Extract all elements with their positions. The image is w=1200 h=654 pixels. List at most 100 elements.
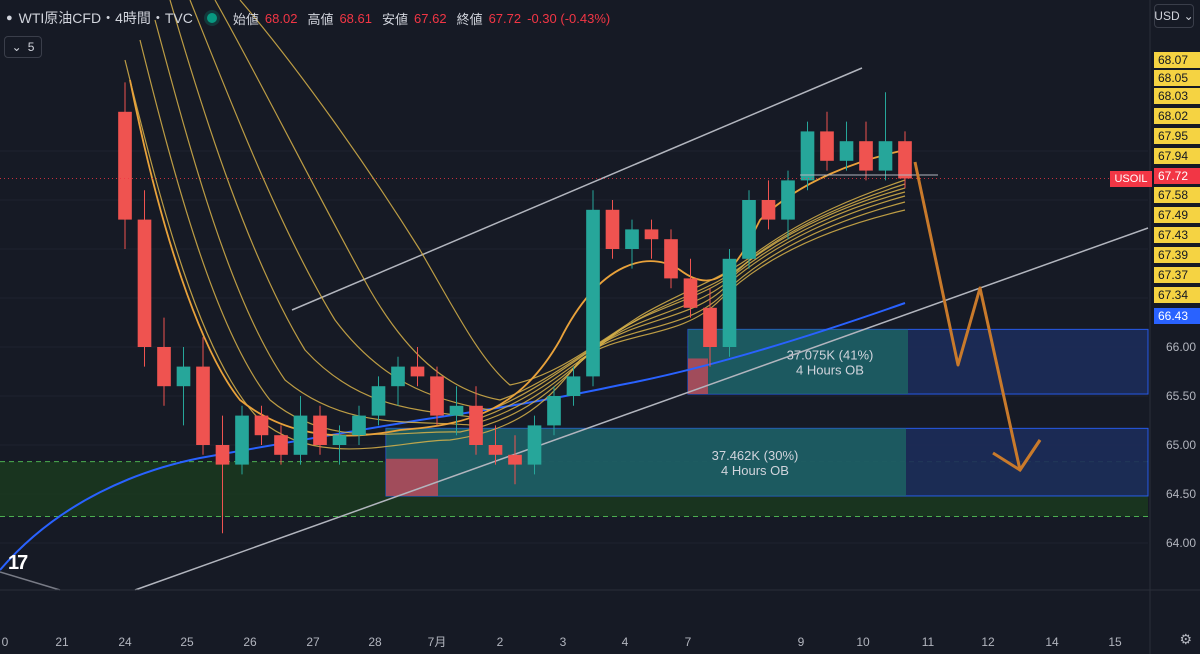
price-tick: 64.50	[1165, 487, 1196, 501]
price-label: 67.34	[1154, 287, 1200, 303]
candle-body	[839, 141, 854, 161]
time-tick: 7	[685, 635, 692, 649]
candle-body	[625, 229, 639, 249]
candle-body	[157, 347, 171, 387]
candle-body	[332, 435, 347, 445]
candle-body	[410, 366, 425, 377]
open-value: 68.02	[264, 10, 298, 26]
order-block-bear-part	[386, 458, 438, 496]
candle-body	[449, 405, 464, 416]
order-block-sublabel: 4 Hours OB	[721, 463, 789, 478]
candle-body	[430, 376, 444, 416]
gear-icon[interactable]: ⚙	[1179, 631, 1192, 647]
time-tick: 3	[560, 635, 567, 649]
time-tick: 2	[497, 635, 504, 649]
low-label: 安値	[382, 11, 409, 27]
time-tick: 21	[55, 635, 69, 649]
change-value: -0.30 (-0.43%)	[527, 10, 611, 26]
time-tick: 27	[306, 635, 320, 649]
candle-body	[859, 141, 873, 171]
order-block-bear-part	[688, 358, 708, 395]
time-tick: 10	[856, 635, 870, 649]
price-label: 67.37	[1154, 267, 1200, 283]
order-block-label: 37.075K (41%)	[787, 348, 874, 363]
price-label: 67.39	[1154, 247, 1200, 263]
low-value: 67.62	[414, 10, 447, 26]
indicator-count: 5	[27, 40, 35, 54]
high-label: 高値	[307, 11, 334, 27]
close-label: 終値	[456, 11, 483, 27]
price-tick: 66.00	[1165, 340, 1196, 354]
candle-body	[605, 209, 620, 249]
price-label: 66.43	[1154, 308, 1200, 324]
price-label: 68.03	[1154, 88, 1200, 104]
currency-select[interactable]: USD ⌄	[1154, 4, 1194, 28]
time-tick: 0	[2, 635, 9, 649]
candle-body	[215, 445, 230, 465]
ema-ribbon-line	[154, 19, 906, 426]
price-label: 68.07	[1154, 52, 1200, 68]
candle-body	[527, 425, 542, 465]
price-label: 67.94	[1154, 148, 1200, 164]
candle-body	[488, 445, 503, 455]
ema-ribbon-line	[239, 0, 906, 386]
candle-body	[469, 405, 483, 445]
candle-body	[586, 209, 600, 377]
channel-upper-line[interactable]	[291, 67, 863, 311]
usoil-tag: USOIL	[1110, 171, 1152, 187]
candle-body	[313, 415, 327, 445]
ema-ribbon-line	[139, 39, 906, 435]
projection-arrowhead	[992, 439, 1042, 473]
candle-body	[664, 239, 678, 279]
candle-body	[274, 435, 288, 455]
price-label: 68.02	[1154, 108, 1200, 124]
chevron-down-icon: ⌄	[11, 40, 22, 54]
candle-body	[703, 307, 717, 347]
time-tick: 12	[981, 635, 995, 649]
chart-header: ● WTI原油CFD・4時間・TVC 始値 68.02 高値 68.61 安値 67.…	[6, 8, 610, 28]
projection-path[interactable]	[913, 161, 1042, 472]
open-label: 始値	[232, 11, 259, 27]
chevron-down-icon: ⌄	[1183, 9, 1194, 23]
time-tick: 14	[1045, 635, 1059, 649]
currency-label: USD	[1154, 9, 1180, 23]
oil-drop-icon: ●	[6, 12, 13, 24]
candle-body	[254, 415, 269, 436]
candle-body	[547, 396, 561, 426]
time-tick: 28	[368, 635, 382, 649]
candle-body	[781, 180, 795, 220]
candle-body	[878, 141, 893, 171]
channel-lower-line[interactable]	[134, 227, 1149, 591]
candle-body	[820, 131, 834, 161]
time-tick: 25	[180, 635, 194, 649]
candle-body	[898, 141, 912, 179]
sma-line	[0, 302, 906, 571]
candle-body	[137, 219, 152, 347]
candle-body	[761, 200, 776, 220]
time-tick: 9	[798, 635, 805, 649]
price-label: 67.49	[1154, 207, 1200, 223]
price-tick: 65.00	[1165, 438, 1196, 452]
candle-body	[508, 454, 522, 465]
candle-body	[722, 258, 737, 347]
price-label: 67.72	[1154, 168, 1200, 184]
symbol-title[interactable]: WTI原油CFD・4時間・TVC	[18, 10, 193, 26]
time-tick: 26	[243, 635, 257, 649]
order-block-sublabel: 4 Hours OB	[796, 363, 864, 378]
candle-body	[371, 386, 386, 416]
price-tick: 65.50	[1165, 389, 1196, 403]
time-tick: 15	[1108, 635, 1122, 649]
time-tick: 7月	[428, 635, 447, 649]
tradingview-logo-icon[interactable]: 17	[8, 552, 28, 574]
close-value: 67.72	[488, 10, 522, 26]
price-tick: 64.00	[1165, 536, 1196, 550]
candle-body	[644, 229, 659, 240]
old-trend-line	[0, 571, 61, 591]
ema-ribbon-line	[169, 0, 906, 419]
candle-body	[293, 415, 308, 455]
candle-body	[391, 366, 405, 387]
candle-body	[196, 366, 210, 445]
candle-body	[566, 376, 581, 396]
indicators-toggle[interactable]: ⌄ 5	[4, 36, 42, 58]
